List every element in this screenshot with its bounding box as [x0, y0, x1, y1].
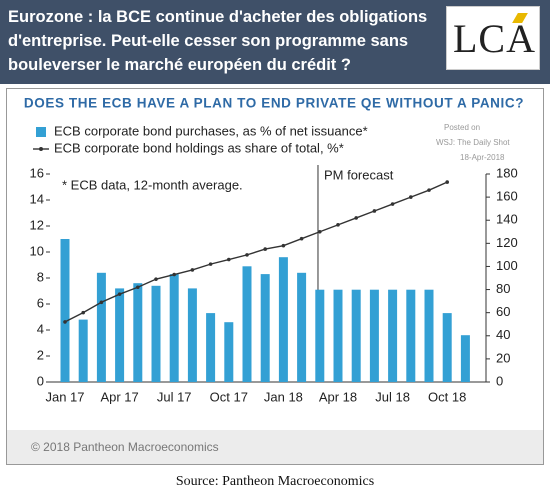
bar: [133, 283, 143, 382]
line-point: [299, 236, 304, 241]
line-point: [208, 262, 213, 266]
logo: LCA: [446, 6, 540, 70]
legend-swatch: [39, 147, 43, 151]
bar: [333, 289, 343, 382]
bar: [60, 239, 70, 382]
bar: [388, 289, 398, 382]
line: [64, 181, 448, 323]
bar: [242, 266, 252, 382]
line-point: [336, 223, 340, 227]
bar: [206, 313, 216, 382]
line-point: [81, 310, 85, 315]
x-tick-label: Jul 17: [157, 389, 192, 404]
y-tick-label: 8: [37, 269, 44, 284]
line-point: [354, 216, 359, 220]
x-tick-label: Jul 18: [375, 389, 410, 404]
x-tick-label: Apr 17: [100, 389, 138, 404]
bar: [187, 288, 197, 382]
line-point: [63, 320, 67, 324]
line-point: [190, 268, 195, 272]
y2-tick-label: 0: [496, 373, 503, 388]
legend-swatch: [36, 127, 46, 137]
credit-band: © 2018 Pantheon Macroeconomics: [6, 430, 544, 465]
bar: [297, 272, 307, 382]
line-point: [263, 247, 268, 251]
forecast-label: PM forecast: [324, 167, 394, 182]
bar: [406, 289, 416, 382]
y2-tick-label: 80: [496, 281, 510, 296]
y2-tick-label: 120: [496, 235, 518, 250]
x-tick-label: Apr 18: [319, 389, 357, 404]
x-tick-label: Oct 17: [210, 389, 248, 404]
line-point: [227, 257, 231, 262]
bar: [169, 274, 179, 382]
header-title: d'entreprise. Peut-elle cesser son progr…: [8, 32, 409, 50]
line-point: [117, 292, 122, 296]
y2-tick-label: 160: [496, 189, 518, 204]
y2-tick-label: 100: [496, 258, 518, 273]
line-point: [245, 253, 249, 257]
y-tick-label: 0: [37, 373, 44, 388]
bar: [78, 319, 88, 382]
line-point: [154, 277, 158, 281]
bar: [460, 335, 470, 382]
line-point: [427, 188, 431, 192]
line-point: [372, 209, 377, 213]
y2-tick-label: 180: [496, 165, 518, 180]
y-tick-label: 2: [37, 347, 44, 362]
bar: [369, 289, 379, 382]
legend-label: ECB corporate bond purchases, as % of ne…: [54, 123, 368, 138]
chart-panel: [6, 88, 544, 465]
line-point: [172, 272, 176, 277]
line-point: [390, 202, 395, 206]
y2-tick-label: 140: [496, 212, 518, 227]
posted-note: 18-Apr-2018: [460, 153, 505, 162]
bar: [224, 322, 234, 382]
header-title: Eurozone : la BCE continue d'acheter des…: [8, 8, 428, 26]
bar: [151, 285, 161, 382]
chart-title: DOES THE ECB HAVE A PLAN TO END PRIVATE …: [24, 96, 524, 111]
y-tick-label: 10: [30, 243, 44, 258]
bar: [315, 289, 325, 382]
y-tick-label: 16: [30, 165, 44, 180]
header-title: bouleverser le marché européen du crédit…: [8, 56, 351, 74]
line-point: [99, 300, 104, 305]
line-point: [445, 180, 450, 184]
line-point: [409, 195, 413, 199]
header: Eurozone : la BCE continue d'acheter des…: [0, 0, 550, 84]
x-tick-label: Jan 17: [45, 389, 84, 404]
credit: © 2018 Pantheon Macroeconomics: [31, 440, 219, 454]
bar: [442, 313, 452, 382]
note: * ECB data, 12-month average.: [62, 177, 243, 192]
posted-note: Posted on: [444, 123, 480, 132]
y-tick-label: 14: [30, 191, 44, 206]
line-point: [136, 285, 140, 290]
bar: [96, 272, 106, 382]
bar: [424, 289, 434, 382]
bar: [351, 289, 361, 382]
y-tick-label: 4: [37, 321, 44, 336]
logo-text: LCA: [453, 16, 536, 61]
bar: [260, 274, 270, 382]
x-tick-label: Jan 18: [264, 389, 303, 404]
legend-label: ECB corporate bond holdings as share of …: [54, 140, 344, 155]
bar: [115, 288, 125, 382]
y2-tick-label: 20: [496, 350, 510, 365]
y-tick-label: 12: [30, 217, 44, 232]
y2-tick-label: 40: [496, 327, 510, 342]
line-point: [281, 243, 286, 248]
x-tick-label: Oct 18: [428, 389, 466, 404]
source: Source: Pantheon Macroeconomics: [175, 474, 375, 489]
line-point: [318, 229, 322, 234]
posted-note: WSJ: The Daily Shot: [436, 138, 510, 147]
y2-tick-label: 60: [496, 304, 510, 319]
bar: [278, 257, 288, 382]
y-tick-label: 6: [37, 295, 44, 310]
